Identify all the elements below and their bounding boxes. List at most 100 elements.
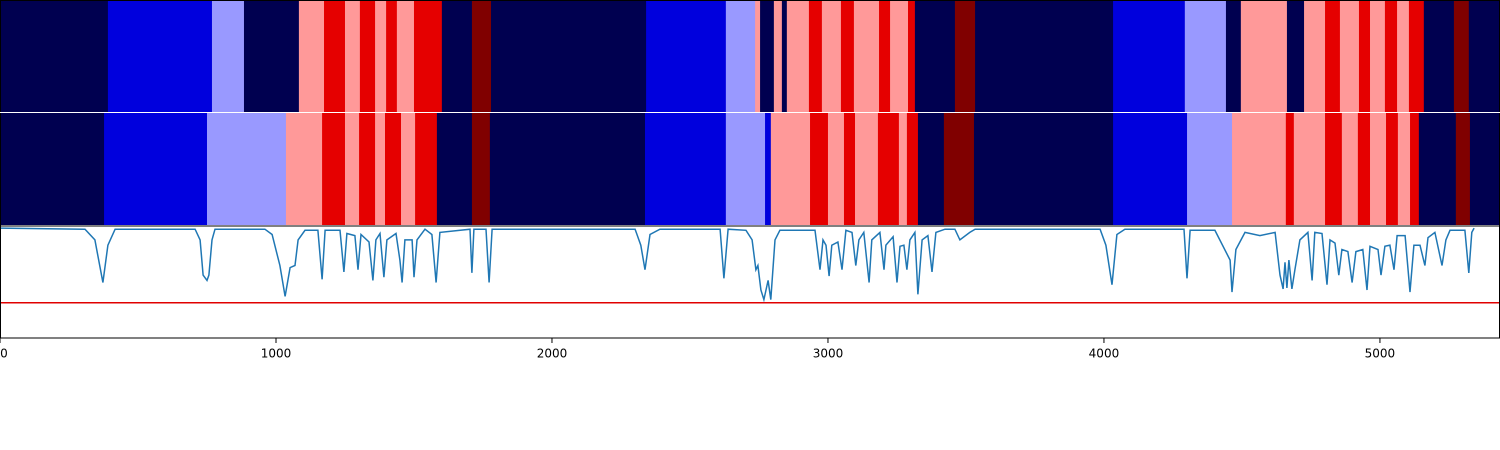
x-tick-label: 5000	[1365, 347, 1396, 361]
segment	[821, 0, 842, 112]
segment	[1397, 0, 1410, 112]
segment	[471, 0, 492, 112]
segment	[1357, 113, 1371, 225]
segment	[1469, 113, 1500, 225]
segment	[1113, 0, 1186, 112]
segment	[1358, 0, 1371, 112]
segment	[725, 113, 766, 225]
x-tick-label: 0	[0, 347, 8, 361]
segment	[1184, 0, 1227, 112]
segment	[1384, 0, 1398, 112]
segment	[840, 0, 855, 112]
segment	[1240, 0, 1288, 112]
segment	[725, 0, 756, 112]
segment	[786, 0, 810, 112]
segment	[104, 113, 208, 225]
segment	[415, 113, 438, 225]
segment	[914, 0, 956, 112]
segment	[441, 0, 473, 112]
segment	[285, 113, 323, 225]
segment	[855, 113, 879, 225]
segment	[1325, 113, 1343, 225]
segment	[760, 0, 775, 112]
segment	[1370, 0, 1386, 112]
x-tick-label: 4000	[1089, 347, 1120, 361]
segment	[810, 113, 829, 225]
segment	[1410, 113, 1420, 225]
segment	[644, 113, 727, 225]
segment	[385, 113, 402, 225]
segment	[206, 113, 287, 225]
data-line	[0, 227, 1475, 303]
segment	[243, 0, 300, 112]
segment	[211, 0, 245, 112]
segment	[1370, 113, 1387, 225]
segment	[808, 0, 823, 112]
segment	[827, 113, 845, 225]
segment	[906, 113, 919, 225]
segment	[375, 113, 386, 225]
segment	[954, 0, 976, 112]
segment	[765, 113, 772, 225]
x-tick-label: 3000	[813, 347, 844, 361]
segment	[1293, 113, 1326, 225]
segment	[975, 0, 1114, 112]
segment	[471, 113, 491, 225]
segment	[490, 0, 647, 112]
segment	[879, 0, 891, 112]
segment	[890, 0, 909, 112]
segment	[917, 113, 945, 225]
segment	[298, 0, 325, 112]
segment	[755, 0, 761, 112]
segment	[1408, 0, 1425, 112]
segment	[1339, 0, 1360, 112]
segment	[908, 0, 916, 112]
line-panel	[0, 225, 1500, 339]
segment	[1285, 113, 1295, 225]
segment	[877, 113, 900, 225]
x-tick-label: 1000	[261, 347, 292, 361]
segment	[401, 113, 416, 225]
segment	[1187, 113, 1233, 225]
segment	[1455, 113, 1471, 225]
segment	[1304, 0, 1326, 112]
segment	[386, 0, 398, 112]
segment	[898, 113, 908, 225]
segment	[375, 0, 387, 112]
segment	[1468, 0, 1500, 112]
segment	[781, 0, 788, 112]
segment	[322, 113, 346, 225]
segment	[770, 113, 811, 225]
segment	[324, 0, 346, 112]
segment	[646, 0, 727, 112]
segment	[1453, 0, 1470, 112]
segment	[344, 0, 361, 112]
segment	[1232, 113, 1287, 225]
segment	[843, 113, 856, 225]
segment	[359, 0, 376, 112]
segment	[0, 0, 109, 112]
segment	[1225, 0, 1242, 112]
segment	[107, 0, 213, 112]
segment	[489, 113, 646, 225]
segment	[1286, 0, 1305, 112]
segment	[1341, 113, 1359, 225]
segment	[1418, 113, 1457, 225]
x-tick-label: 2000	[537, 347, 568, 361]
segment	[344, 113, 360, 225]
segment	[1325, 0, 1341, 112]
segment	[853, 0, 880, 112]
segment	[0, 113, 105, 225]
segment	[436, 113, 473, 225]
segment	[1397, 113, 1411, 225]
segment	[973, 113, 1114, 225]
segment	[413, 0, 443, 112]
segment	[396, 0, 415, 112]
segment	[943, 113, 975, 225]
segment	[1423, 0, 1455, 112]
segment	[1386, 113, 1399, 225]
segment	[1113, 113, 1188, 225]
segment	[773, 0, 783, 112]
segment	[359, 113, 376, 225]
